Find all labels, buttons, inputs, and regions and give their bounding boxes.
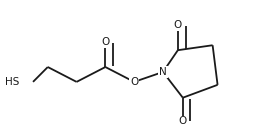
Text: O: O: [174, 20, 182, 30]
Text: HS: HS: [5, 77, 19, 87]
Text: N: N: [159, 67, 167, 77]
Text: O: O: [179, 116, 187, 126]
Text: O: O: [130, 77, 138, 87]
Text: O: O: [101, 37, 109, 47]
